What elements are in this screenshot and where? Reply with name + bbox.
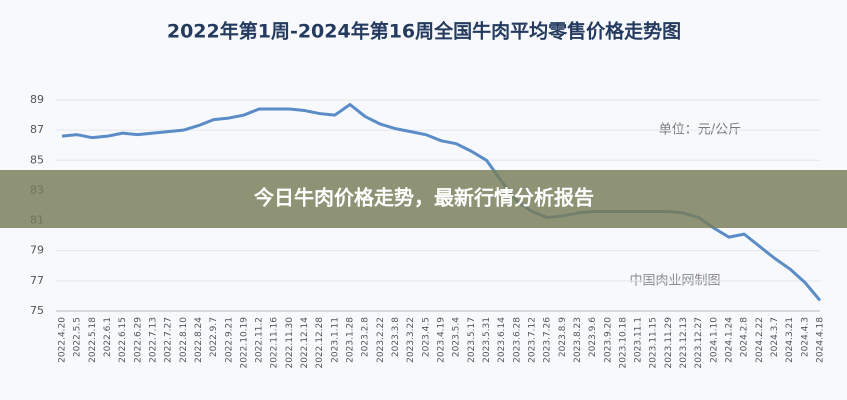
- x-tick-label: 2023.7.26: [543, 317, 553, 363]
- x-tick-label: 2023.7.12: [527, 317, 537, 363]
- x-tick-label: 2023.11.15: [649, 317, 659, 369]
- x-tick-label: 2023.6.14: [497, 317, 507, 363]
- x-tick-label: 2022.11.2: [255, 317, 265, 363]
- x-tick-label: 2022.7.27: [164, 317, 174, 363]
- x-tick-label: 2023.6.28: [512, 317, 522, 363]
- x-tick-label: 2023.2.22: [376, 317, 386, 363]
- x-tick-label: 2023.11.29: [664, 317, 674, 369]
- x-tick-label: 2022.5.5: [73, 317, 83, 357]
- x-tick-label: 2022.9.21: [224, 317, 234, 363]
- x-tick-label: 2022.5.18: [88, 317, 98, 363]
- x-tick-label: 2023.10.18: [618, 317, 628, 369]
- x-tick-label: 2022.6.1: [103, 317, 113, 357]
- y-tick-label: 79: [30, 244, 44, 257]
- banner-band: [0, 170, 847, 228]
- y-tick-label: 87: [30, 123, 44, 136]
- x-tick-label: 2024.3.7: [770, 317, 780, 357]
- x-tick-label: 2024.3.21: [785, 317, 795, 363]
- x-tick-label: 2023.8.23: [573, 317, 583, 363]
- x-tick-label: 2023.5.4: [452, 317, 462, 357]
- x-tick-label: 2023.9.6: [588, 317, 598, 357]
- x-tick-label: 2022.4.20: [58, 317, 68, 363]
- x-tick-label: 2023.2.8: [361, 317, 371, 357]
- x-tick-label: 2024.2.8: [740, 317, 750, 357]
- x-tick-label: 2022.7.13: [148, 317, 158, 363]
- x-tick-label: 2023.12.13: [679, 317, 689, 369]
- chart-title: 2022年第1周-2024年第16周全国牛肉平均零售价格走势图: [167, 20, 681, 43]
- x-tick-label: 2023.3.22: [406, 317, 416, 363]
- x-tick-label: 2024.4.18: [816, 317, 826, 363]
- x-tick-label: 2023.4.5: [421, 317, 431, 357]
- x-tick-label: 2022.8.24: [194, 317, 204, 363]
- x-tick-label: 2023.11.1: [634, 317, 644, 363]
- x-tick-label: 2023.8.9: [558, 317, 568, 357]
- x-tick-label: 2022.11.16: [270, 317, 280, 369]
- y-tick-label: 77: [30, 274, 44, 287]
- x-tick-label: 2023.5.31: [482, 317, 492, 363]
- x-tick-label: 2022.11.30: [285, 317, 295, 369]
- y-tick-label: 85: [30, 153, 44, 166]
- x-tick-label: 2023.12.27: [694, 317, 704, 369]
- x-tick-label: 2023.3.8: [391, 317, 401, 357]
- x-tick-label: 2022.12.28: [315, 317, 325, 369]
- y-tick-label: 75: [30, 304, 44, 317]
- y-tick-label: 89: [30, 93, 44, 106]
- x-tick-label: 2023.1.11: [330, 317, 340, 363]
- x-tick-label: 2022.10.19: [239, 317, 249, 369]
- x-tick-label: 2023.9.20: [603, 317, 613, 363]
- x-tick-label: 2023.5.17: [467, 317, 477, 363]
- banner-title: 今日牛肉价格走势，最新行情分析报告: [254, 186, 594, 210]
- x-tick-label: 2023.1.28: [346, 317, 356, 363]
- x-tick-label: 2024.2.22: [755, 317, 765, 363]
- x-tick-label: 2024.1.24: [725, 317, 735, 363]
- x-tick-label: 2022.8.10: [179, 317, 189, 363]
- x-tick-label: 2024.1.10: [709, 317, 719, 363]
- x-tick-label: 2022.9.7: [209, 317, 219, 357]
- x-tick-label: 2023.4.19: [437, 317, 447, 363]
- x-tick-label: 2022.6.15: [118, 317, 128, 363]
- x-tick-label: 2024.4.3: [800, 317, 810, 357]
- x-tick-label: 2022.12.14: [300, 317, 310, 369]
- x-tick-label: 2022.6.29: [133, 317, 143, 363]
